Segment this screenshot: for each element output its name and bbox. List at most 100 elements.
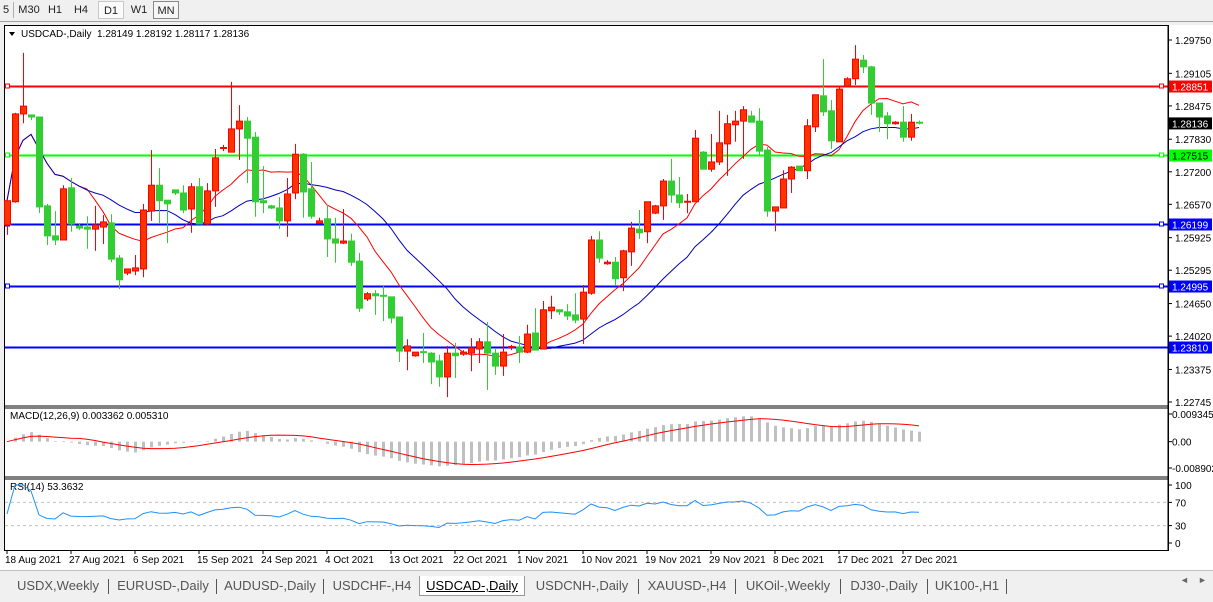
- candle-body: [404, 345, 411, 352]
- candle-body: [180, 192, 187, 211]
- candle-body: [100, 221, 107, 228]
- candle-body: [324, 218, 331, 240]
- candle-body: [724, 123, 731, 145]
- price-tick-label: 1.29105: [1175, 69, 1212, 80]
- candle-body: [292, 153, 299, 194]
- candle-body: [892, 121, 899, 125]
- line-handle-icon: [5, 283, 10, 289]
- candle-body: [436, 360, 443, 378]
- price-tick-label: 1.29750: [1175, 36, 1212, 47]
- candle-body: [316, 220, 323, 224]
- candle-body: [236, 120, 243, 130]
- toolbar-divider: [13, 2, 14, 18]
- price-tick-label: 1.27830: [1175, 135, 1212, 146]
- candle-body: [844, 78, 851, 87]
- candle-body: [52, 235, 59, 241]
- price-level-badge: [1169, 218, 1212, 231]
- candle-body: [676, 194, 683, 204]
- price-level-badge: [1169, 280, 1212, 293]
- current-price-label: 1.28136: [1172, 119, 1209, 130]
- timeframe-mn-button[interactable]: MN: [153, 1, 179, 19]
- candle-body: [524, 333, 531, 353]
- tab-usdcad-daily[interactable]: USDCAD-,Daily: [419, 576, 525, 596]
- candle-body: [460, 351, 467, 355]
- tab-divider: [323, 579, 324, 594]
- date-label: 27 Aug 2021: [69, 555, 126, 566]
- current-price-badge: [1169, 117, 1212, 130]
- candle-body: [796, 165, 803, 172]
- candle-body: [12, 113, 19, 203]
- candle-body: [556, 309, 563, 313]
- price-tick-label: 1.24020: [1175, 332, 1212, 343]
- candle-body: [780, 178, 787, 209]
- candle-body: [452, 352, 459, 357]
- tab-divider: [638, 579, 639, 594]
- candle-body: [252, 136, 259, 203]
- rsi-tick-label: 30: [1175, 522, 1187, 533]
- tab-ukoil-weekly[interactable]: UKOil-,Weekly: [745, 578, 831, 593]
- timeframe-w1-button[interactable]: W1: [130, 4, 148, 16]
- symbol-label: USDCAD-,Daily: [21, 29, 92, 40]
- collapse-triangle-icon[interactable]: [9, 32, 15, 36]
- candle-body: [532, 332, 539, 351]
- candle-body: [196, 186, 203, 225]
- candle-body: [772, 206, 779, 212]
- rsi-label: RSI(14) 53.3632: [10, 482, 84, 493]
- candle-body: [644, 201, 651, 233]
- date-label: 8 Dec 2021: [773, 555, 825, 566]
- chart-window[interactable]: [4, 25, 1169, 551]
- macd-tick-label: 0.00: [1172, 438, 1192, 449]
- timeframe-toolbar: 5 M30 H1 H4 D1 W1 MN: [0, 0, 1213, 22]
- date-axis-labels: 18 Aug 2021 27 Aug 2021 6 Sep 2021 15 Sep 2…: [5, 550, 958, 566]
- candle-body: [284, 193, 291, 222]
- candle-body: [692, 137, 699, 203]
- price-tick-label: 1.27200: [1175, 168, 1212, 179]
- price-tick-label: 1.26570: [1175, 200, 1212, 211]
- line-handle-icon: [1159, 83, 1164, 89]
- tab-dj30-daily[interactable]: DJ30-,Daily: [850, 578, 918, 593]
- macd-panel: 0.009345 0.00 -0.008902: [6, 410, 1213, 475]
- candle-body: [340, 240, 347, 244]
- timeframe-m30-button[interactable]: M30: [18, 4, 40, 16]
- candle-body: [540, 309, 547, 350]
- candle-body: [172, 189, 179, 194]
- price-tick-label: 1.25295: [1175, 266, 1212, 277]
- tab-usdchf-h4[interactable]: USDCHF-,H4: [332, 578, 412, 593]
- candle-body: [860, 59, 867, 68]
- candle-body: [828, 110, 835, 142]
- candle-body: [364, 293, 371, 300]
- candle-body: [820, 95, 827, 113]
- candle-body: [84, 226, 91, 230]
- line-handle-icon: [5, 152, 10, 158]
- date-label: 10 Nov 2021: [581, 555, 638, 566]
- candle-body: [4, 200, 11, 226]
- timeframe-d1-button[interactable]: D1: [98, 1, 124, 19]
- tab-divider: [108, 579, 109, 594]
- candle-body: [300, 153, 307, 193]
- candle-body: [140, 209, 147, 270]
- candle-body: [716, 142, 723, 163]
- time-axis[interactable]: [0, 551, 1213, 570]
- candle-body: [332, 238, 339, 244]
- rsi-tick-label: 70: [1175, 498, 1187, 509]
- scroll-right-arrow-icon[interactable]: ►: [1198, 575, 1207, 585]
- candle-body: [668, 180, 675, 196]
- candle-body: [628, 227, 635, 253]
- candle-body: [308, 188, 315, 217]
- tab-xauusd-h4[interactable]: XAUUSD-,H4: [647, 578, 727, 593]
- timeframe-h1-button[interactable]: H1: [47, 4, 63, 16]
- tab-usdcnh-daily[interactable]: USDCNH-,Daily: [535, 578, 629, 593]
- price-chart[interactable]: USDCAD-,Daily 1.28149 1.28192 1.28117 1.…: [0, 0, 1213, 570]
- candle-body: [188, 186, 195, 210]
- tab-usdx-weekly[interactable]: USDX,Weekly: [16, 578, 100, 593]
- candle-body: [44, 205, 51, 237]
- candle-body: [852, 58, 859, 80]
- timeframe-h4-button[interactable]: H4: [73, 4, 89, 16]
- candle-body: [516, 346, 523, 353]
- timeframe-m15-button[interactable]: 5: [2, 4, 10, 16]
- candle-body: [652, 205, 659, 214]
- tab-uk100-h1[interactable]: UK100-,H1: [934, 578, 1000, 593]
- tab-audusd-daily[interactable]: AUDUSD-,Daily: [224, 578, 316, 593]
- scroll-left-arrow-icon[interactable]: ◄: [1180, 575, 1189, 585]
- tab-eurusd-daily[interactable]: EURUSD-,Daily: [117, 578, 209, 593]
